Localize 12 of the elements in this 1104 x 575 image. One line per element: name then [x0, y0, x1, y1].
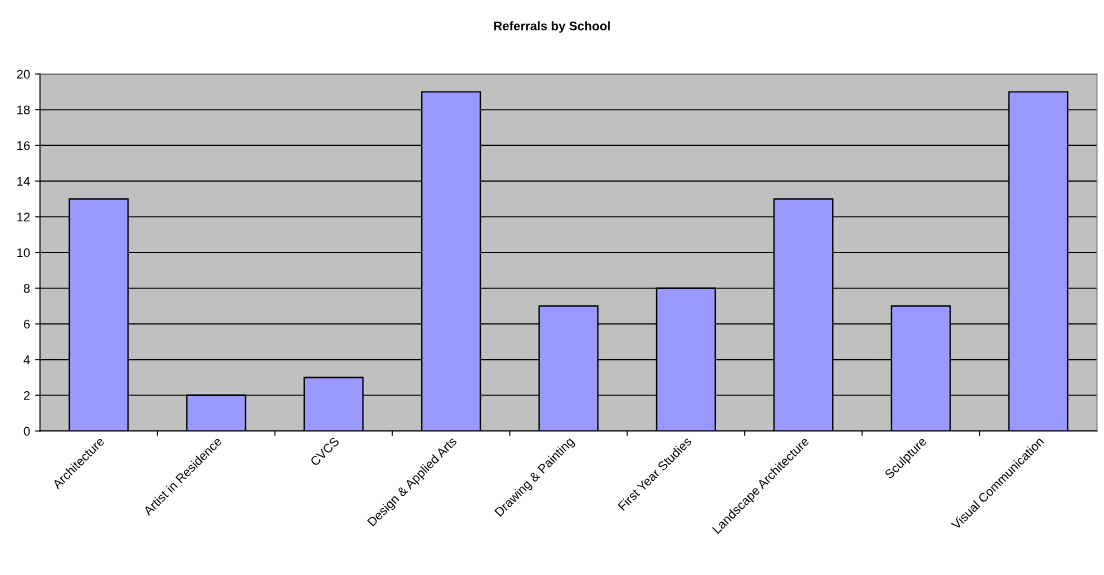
y-tick-label: 18: [17, 105, 30, 115]
y-tick-label: 16: [17, 141, 30, 151]
y-tick-label: 12: [17, 212, 30, 222]
y-tick-label: 20: [17, 69, 30, 79]
y-tick-label: 6: [23, 319, 30, 329]
y-tick-label: 14: [17, 177, 30, 186]
y-tick-label: 2: [23, 391, 30, 400]
y-tick-label: 0: [23, 426, 30, 436]
chart-title: Referrals by School: [494, 21, 610, 33]
y-tick-label: 8: [23, 284, 30, 293]
y-tick-label: 4: [23, 355, 30, 365]
y-tick-label: 10: [17, 248, 30, 258]
